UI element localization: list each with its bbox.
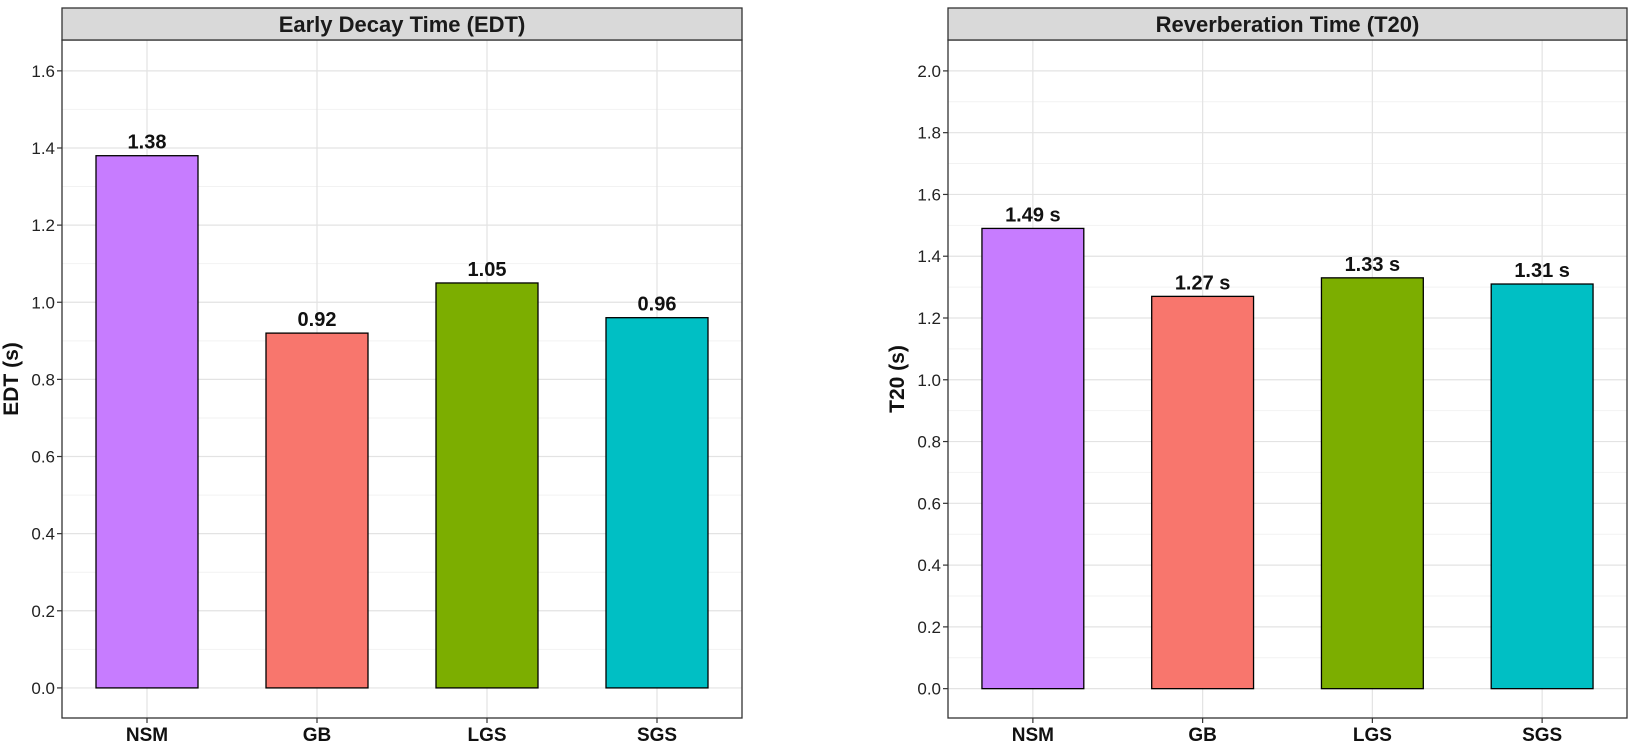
- y-tick-label: 0.2: [31, 602, 55, 621]
- bar-lgs: [1320, 277, 1424, 690]
- panel-title: Early Decay Time (EDT): [279, 12, 526, 37]
- panel-1: 1.38 0.92 1.05 0.96 Early Decay Time (EDT) 0.…: [0, 7, 743, 746]
- y-tick-label: 1.4: [31, 139, 55, 158]
- data-label-sgs: 0.96: [638, 294, 677, 316]
- x-tick-label-sgs: SGS: [1522, 725, 1562, 746]
- y-axis-title: EDT (s): [0, 342, 23, 416]
- y-tick-label: 0.0: [31, 679, 55, 698]
- y-tick-label: 1.2: [917, 309, 941, 328]
- bar-gb: [1151, 295, 1255, 690]
- data-label-sgs: 1.31 s: [1514, 260, 1570, 282]
- bar-sgs: [1490, 283, 1594, 690]
- y-tick-label: 1.0: [31, 293, 55, 312]
- bar-nsm: [981, 227, 1085, 690]
- y-tick-label: 0.8: [31, 370, 55, 389]
- y-tick-label: 0.6: [31, 448, 55, 467]
- x-tick-label-nsm: NSM: [126, 725, 168, 746]
- y-tick-label: 0.8: [917, 433, 941, 452]
- data-label-nsm: 1.49 s: [1005, 204, 1061, 226]
- y-tick-label: 1.8: [917, 124, 941, 143]
- data-label-lgs: 1.33 s: [1345, 254, 1401, 276]
- y-tick-label: 1.6: [31, 62, 55, 81]
- y-tick-label: 0.4: [31, 525, 55, 544]
- panel-2: 1.49 s 1.27 s 1.33 s 1.31 s Reverberation Ti…: [886, 7, 1628, 746]
- data-label-gb: 1.27 s: [1175, 272, 1231, 294]
- y-axis-title: T20 (s): [886, 345, 909, 413]
- y-tick-label: 1.6: [917, 185, 941, 204]
- bar-lgs: [435, 282, 539, 689]
- bar-sgs: [605, 317, 709, 689]
- data-label-lgs: 1.05: [468, 259, 507, 281]
- x-tick-label-sgs: SGS: [637, 725, 677, 746]
- strip-background: [947, 7, 1628, 41]
- y-tick-label: 2.0: [917, 62, 941, 81]
- data-label-nsm: 1.38: [128, 132, 167, 154]
- y-tick-label: 1.2: [31, 216, 55, 235]
- y-tick-label: 1.0: [917, 371, 941, 390]
- bar-gb: [265, 332, 369, 689]
- y-tick-label: 0.2: [917, 618, 941, 637]
- x-tick-label-lgs: LGS: [1353, 725, 1392, 746]
- y-tick-label: 0.4: [917, 556, 941, 575]
- bar-nsm: [95, 155, 199, 689]
- x-tick-label-gb: GB: [1188, 725, 1217, 746]
- x-tick-label-nsm: NSM: [1012, 725, 1054, 746]
- x-tick-label-gb: GB: [303, 725, 332, 746]
- x-tick-label-lgs: LGS: [467, 725, 506, 746]
- y-tick-label: 0.6: [917, 494, 941, 513]
- panel-title: Reverberation Time (T20): [1156, 12, 1420, 37]
- y-tick-label: 0.0: [917, 680, 941, 699]
- strip-background: [61, 7, 743, 41]
- data-label-gb: 0.92: [298, 309, 337, 331]
- y-tick-label: 1.4: [917, 247, 941, 266]
